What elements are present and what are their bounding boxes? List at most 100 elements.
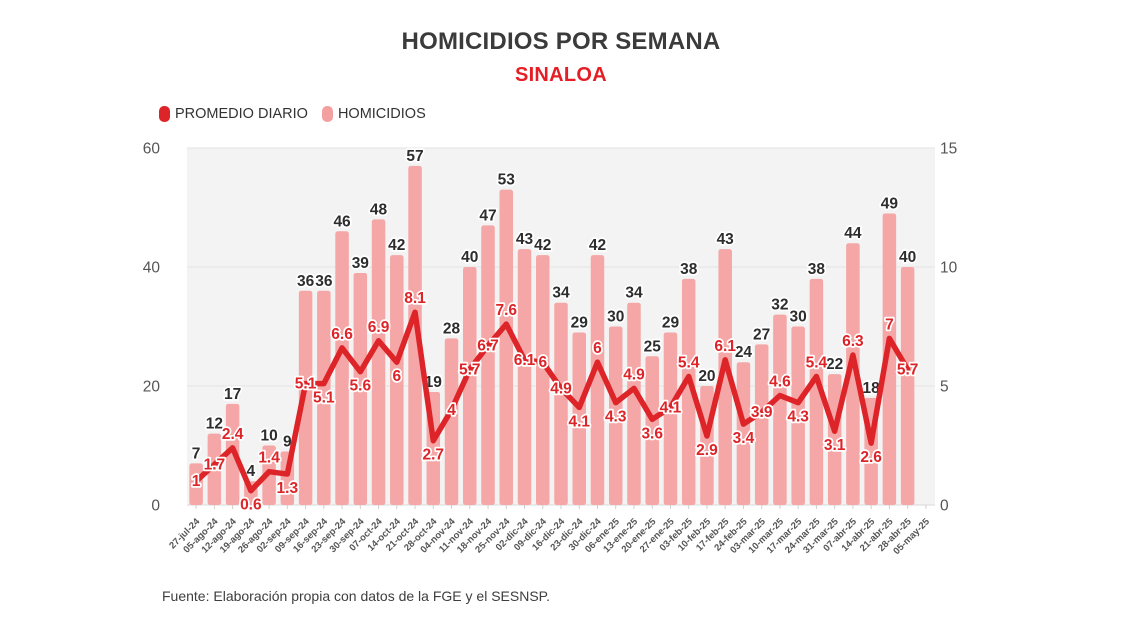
bar-value-label: 29 [571,314,589,331]
line-value-label: 7 [885,316,894,333]
bar-homicidios [663,332,678,505]
line-value-label: 1 [192,473,201,490]
line-value-label: 4 [447,402,456,419]
bar-value-label: 20 [698,368,715,385]
line-value-label: 5.6 [350,378,372,395]
bar-homicidios [882,213,897,505]
bar-value-label: 57 [406,148,423,165]
bar-homicidios [554,302,568,505]
bar-homicidios [463,267,477,505]
line-value-label: 6 [538,354,547,371]
line-value-label: 3.1 [824,437,846,454]
line-value-label: 5.4 [806,354,828,371]
bar-homicidios [390,255,404,505]
bar-value-label: 42 [388,237,405,254]
bar-value-label: 24 [735,344,753,361]
bar-value-label: 27 [753,326,770,343]
bar-value-label: 4 [247,463,256,480]
bar-value-label: 28 [443,320,461,337]
bar-homicidios [590,255,605,505]
legend-item-homicidios: HOMICIDIOS [321,106,426,122]
line-value-label: 4.3 [787,409,809,426]
bar-value-label: 18 [863,380,881,397]
bar-homicidios [608,326,623,505]
bar-value-label: 43 [717,231,735,248]
bar-value-label: 30 [790,309,807,326]
bar-value-label: 49 [881,195,899,212]
line-value-label: 2.4 [222,426,244,443]
bar-homicidios [645,356,659,505]
bar-homicidios [189,463,203,505]
line-value-label: 3.6 [641,425,663,442]
bar-homicidios [681,278,696,505]
line-value-label: 1.3 [277,480,299,497]
bar-homicidios [207,433,222,505]
legend-label-homicidios: HOMICIDIOS [337,106,426,122]
bar-value-label: 43 [516,231,534,248]
bar-homicidios [444,338,459,505]
bar-homicidios [846,243,860,505]
y-axis-tick-right: 15 [940,141,957,158]
bar-value-label: 7 [192,445,201,462]
legend-marker-promedio-diario [159,106,170,122]
bar-homicidios [773,314,787,505]
bar-value-label: 40 [461,249,478,266]
line-value-label: 4.1 [568,413,590,430]
source-note: Fuente: Elaboración propia con datos de … [162,588,551,604]
bar-homicidios [408,165,422,505]
line-value-label: 4.9 [550,380,572,397]
bar-value-label: 40 [899,249,916,266]
line-value-label: 4.9 [623,366,645,383]
bar-value-label: 38 [680,261,698,278]
chart-legend: PROMEDIO DIARIO HOMICIDIOS [159,106,426,122]
line-value-label: 5.7 [459,361,481,378]
bar-value-label: 39 [352,255,370,272]
line-value-label: 6.7 [477,338,499,355]
bar-homicidios [627,302,641,505]
y-axis-tick-right: 5 [940,379,949,396]
line-value-label: 4.1 [660,399,682,416]
bar-value-label: 47 [479,207,496,224]
bar-value-label: 34 [552,285,570,302]
line-value-label: 6 [392,368,401,385]
line-value-label: 2.7 [423,447,445,464]
bar-value-label: 48 [370,201,388,218]
y-axis-tick-right: 10 [940,260,958,277]
bar-homicidios [517,249,532,505]
bar-value-label: 53 [498,172,516,189]
line-value-label: 5.1 [313,390,335,407]
bar-homicidios [791,326,805,505]
bar-homicidios [335,231,349,506]
line-value-label: 6.9 [368,319,390,336]
bar-value-label: 12 [206,416,223,433]
line-value-label: 6.1 [514,352,536,369]
line-value-label: 3.4 [733,430,755,447]
bar-value-label: 25 [644,338,662,355]
legend-item-promedio-diario: PROMEDIO DIARIO [159,106,308,122]
line-value-label: 6.1 [714,338,736,355]
line-value-label: 3.9 [751,404,773,421]
line-value-label: 5.7 [897,361,919,378]
bar-homicidios [572,332,586,505]
bar-value-label: 36 [315,273,333,290]
bar-homicidios [353,272,368,505]
legend-label-promedio-diario: PROMEDIO DIARIO [175,106,308,122]
bar-homicidios [809,278,824,505]
bar-homicidios [499,189,514,505]
bar-value-label: 36 [297,273,315,290]
bar-value-label: 10 [260,428,277,445]
line-value-label: 7.6 [495,302,517,319]
line-value-label: 0.6 [240,497,262,514]
y-axis-tick-right: 0 [940,498,949,515]
bar-homicidios [536,255,550,505]
bar-value-label: 44 [844,225,862,242]
legend-marker-homicidios [321,106,333,122]
line-value-label: 6 [593,340,602,357]
line-value-label: 4.3 [605,409,627,426]
bar-value-label: 30 [607,309,624,326]
bar-homicidios [371,219,386,505]
bar-homicidios [736,362,751,505]
page-title: HOMICIDIOS POR SEMANA [401,28,721,55]
